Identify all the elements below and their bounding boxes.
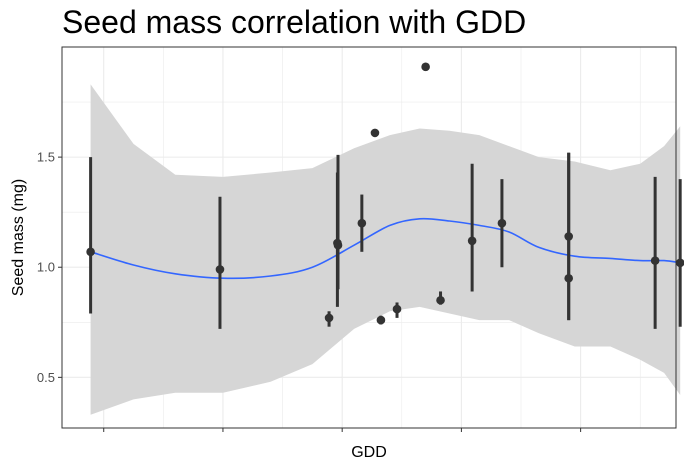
point-layer bbox=[86, 62, 684, 325]
chart-title: Seed mass correlation with GDD bbox=[62, 4, 527, 40]
data-point bbox=[376, 315, 386, 325]
confidence-band bbox=[90, 84, 681, 415]
confidence-band-layer bbox=[90, 84, 681, 415]
data-point bbox=[675, 258, 684, 268]
data-point bbox=[436, 295, 445, 305]
data-point bbox=[467, 236, 477, 246]
axis-layer: 0.5 1.0 1.5 bbox=[37, 46, 677, 432]
data-point bbox=[497, 218, 507, 228]
data-point bbox=[215, 265, 225, 274]
y-tick-label: 0.5 bbox=[37, 370, 55, 385]
data-point bbox=[564, 273, 573, 283]
data-point bbox=[357, 218, 367, 228]
data-point bbox=[421, 62, 430, 72]
data-point bbox=[333, 240, 343, 250]
y-tick-label: 1.5 bbox=[37, 150, 55, 165]
data-point bbox=[86, 247, 95, 257]
x-axis-title: GDD bbox=[351, 444, 387, 461]
data-point bbox=[392, 304, 402, 314]
panel-border bbox=[61, 46, 677, 429]
y-axis-title: Seed mass (mg) bbox=[10, 179, 27, 296]
y-tick-label: 1.0 bbox=[37, 260, 55, 275]
data-point bbox=[370, 128, 380, 138]
data-point bbox=[564, 232, 573, 241]
data-point bbox=[324, 313, 334, 323]
data-point bbox=[650, 256, 660, 265]
